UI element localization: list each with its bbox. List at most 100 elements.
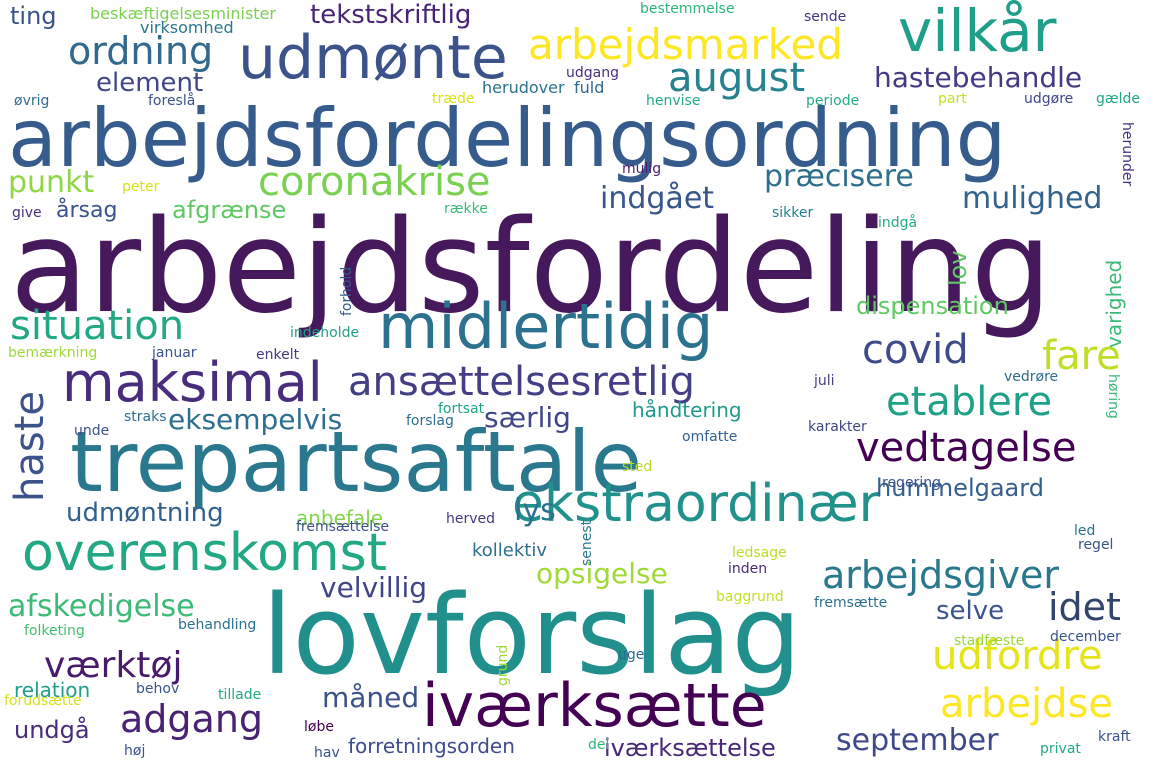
cloud-word: juli xyxy=(814,373,835,389)
cloud-word: beskæftigelsesminister xyxy=(90,4,276,23)
cloud-word: gælde xyxy=(1096,91,1141,107)
cloud-word: kraft xyxy=(1098,729,1131,745)
cloud-word: ting xyxy=(10,2,57,30)
cloud-word: fare xyxy=(1042,333,1121,379)
cloud-word: peter xyxy=(122,179,160,195)
cloud-word: give xyxy=(12,205,42,221)
cloud-word: høring xyxy=(1105,374,1121,419)
cloud-word: lys xyxy=(514,493,556,528)
cloud-word: undgå xyxy=(14,716,90,744)
cloud-word: part xyxy=(938,91,967,107)
cloud-word: varighed xyxy=(1102,259,1126,348)
cloud-word: led xyxy=(1074,523,1096,539)
cloud-word: ekstraordinær xyxy=(512,474,880,534)
cloud-word: velvillig xyxy=(320,571,428,604)
cloud-word: relation xyxy=(14,678,91,702)
cloud-word: udgøre xyxy=(1024,91,1074,107)
cloud-word: mulighed xyxy=(962,181,1103,216)
cloud-word: periode xyxy=(806,93,860,109)
cloud-word: regel xyxy=(1078,537,1114,553)
cloud-word: tekstskriftlig xyxy=(310,0,472,30)
cloud-word: løbe xyxy=(304,719,334,735)
cloud-word: vilkår xyxy=(898,0,1057,65)
cloud-word: afgrænse xyxy=(172,196,287,224)
cloud-word: bestemmelse xyxy=(640,1,735,17)
cloud-word: forudsætte xyxy=(4,693,82,709)
cloud-word: grund xyxy=(495,644,511,686)
cloud-word: håndtering xyxy=(632,398,742,422)
cloud-word: vedrøre xyxy=(1004,369,1059,385)
cloud-word: uge xyxy=(618,647,645,663)
cloud-word: maksimal xyxy=(62,351,323,414)
cloud-word: trepartsaftale xyxy=(70,413,643,511)
cloud-word: august xyxy=(668,55,806,101)
cloud-word: behandling xyxy=(178,617,257,633)
cloud-word: stadfæste xyxy=(954,633,1025,649)
cloud-word: punkt xyxy=(8,165,95,200)
cloud-word: sikker xyxy=(772,205,814,221)
cloud-word: coronakrise xyxy=(258,159,491,205)
cloud-word: januar xyxy=(152,345,197,361)
cloud-word: forslag xyxy=(406,413,454,429)
cloud-word: herved xyxy=(446,511,496,527)
cloud-word: selve xyxy=(936,596,1005,626)
cloud-word: behov xyxy=(136,681,180,697)
cloud-word: december xyxy=(1050,629,1121,645)
cloud-word: adgang xyxy=(120,697,264,741)
cloud-word: arbejdse xyxy=(940,681,1113,727)
cloud-word: træde xyxy=(432,91,475,107)
cloud-word: udfordre xyxy=(932,633,1103,679)
cloud-word: etablere xyxy=(886,379,1053,425)
cloud-word: ordning xyxy=(68,29,214,73)
cloud-word: forretningsorden xyxy=(348,734,515,758)
cloud-word: øvrig xyxy=(14,93,50,109)
cloud-word: iværksættelse xyxy=(604,734,776,762)
cloud-word: hastebehandle xyxy=(874,61,1083,94)
cloud-word: iværksætte xyxy=(422,671,767,741)
cloud-word: situation xyxy=(10,303,185,349)
cloud-word: eksempelvis xyxy=(168,403,343,436)
cloud-word: hummelgaard xyxy=(876,474,1044,502)
cloud-word: virksomhed xyxy=(140,18,234,37)
cloud-word: indgået xyxy=(600,181,715,216)
cloud-word: opsigelse xyxy=(536,557,668,590)
cloud-word: straks xyxy=(124,409,167,425)
cloud-word: tillade xyxy=(218,687,262,703)
cloud-word: forhold xyxy=(339,266,355,316)
cloud-word: haste xyxy=(7,391,53,502)
cloud-word: arbejdsmarked xyxy=(528,20,843,69)
cloud-word: særlig xyxy=(484,401,571,434)
cloud-word: element xyxy=(96,68,204,98)
cloud-word: regering xyxy=(882,475,941,491)
cloud-word: udmønte xyxy=(238,23,508,93)
cloud-word: måned xyxy=(322,681,420,714)
cloud-word: herudover xyxy=(482,78,565,97)
cloud-word: indgå xyxy=(878,215,918,231)
cloud-word: indeholde xyxy=(290,325,360,341)
cloud-word: covid xyxy=(862,327,969,373)
cloud-word: vedtagelse xyxy=(856,425,1077,471)
cloud-word: høj xyxy=(124,743,146,759)
cloud-word: bemærkning xyxy=(8,345,98,361)
cloud-word: overenskomst xyxy=(22,523,388,583)
cloud-word: fuld xyxy=(574,78,605,97)
cloud-word: arbejdsgiver xyxy=(822,553,1060,597)
cloud-word: karakter xyxy=(808,419,867,435)
cloud-word: idet xyxy=(1048,585,1121,629)
cloud-word: afskedigelse xyxy=(8,589,195,624)
cloud-word: del xyxy=(588,737,610,753)
cloud-word: lov xyxy=(944,250,972,286)
cloud-word: lovforslag xyxy=(262,571,802,699)
cloud-word: udmøntning xyxy=(66,498,224,528)
cloud-word: anbefale xyxy=(296,506,384,530)
cloud-word: fremsættelse xyxy=(296,519,390,535)
cloud-word: midlertidig xyxy=(378,290,714,363)
cloud-word: værktøj xyxy=(44,645,183,686)
cloud-word: årsag xyxy=(56,198,118,223)
cloud-word: kollektiv xyxy=(472,540,548,561)
cloud-word: hav xyxy=(314,745,340,761)
cloud-word: række xyxy=(444,201,488,217)
cloud-word: fortsat xyxy=(438,401,485,417)
cloud-word: arbejdsfordeling xyxy=(10,193,1052,342)
